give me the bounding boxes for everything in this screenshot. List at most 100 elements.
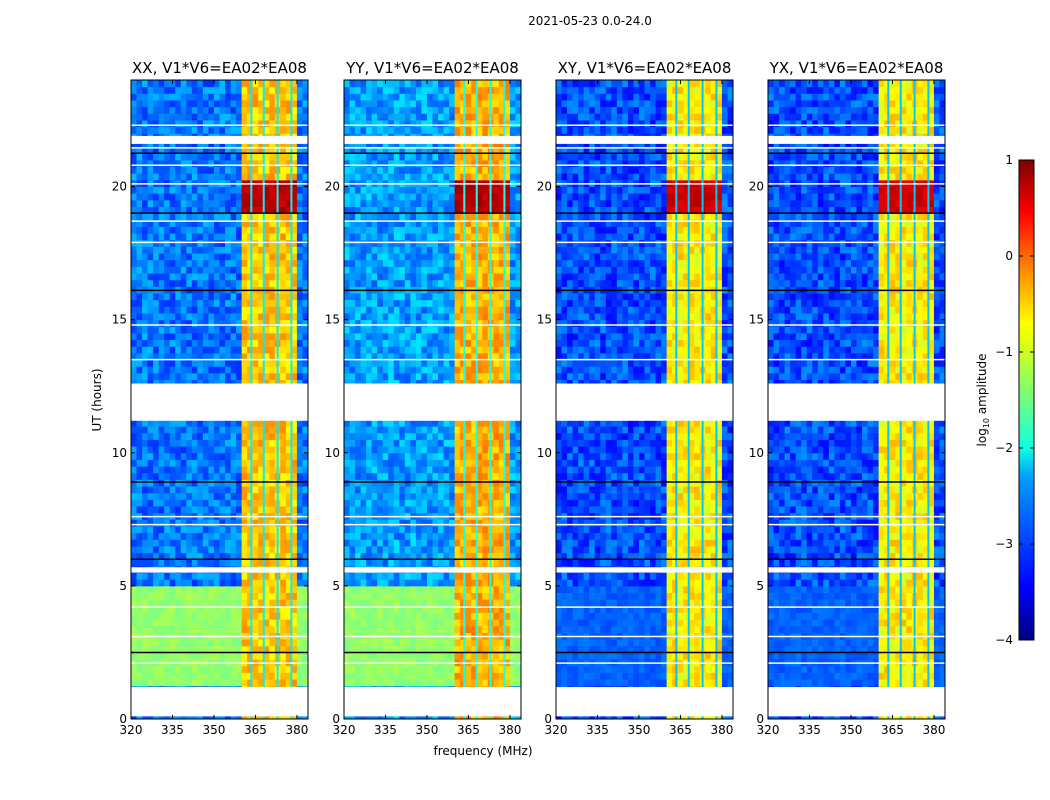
heatmap-cell bbox=[454, 432, 461, 440]
heatmap-cell bbox=[482, 492, 489, 500]
heatmap-cell bbox=[460, 539, 467, 547]
heatmap-cell bbox=[208, 173, 215, 181]
heatmap-cell bbox=[219, 446, 226, 454]
heatmap-cell bbox=[355, 466, 362, 474]
heatmap-cell bbox=[482, 486, 489, 494]
heatmap-cell bbox=[432, 479, 439, 487]
heatmap-cell bbox=[180, 452, 187, 460]
heatmap-cell bbox=[236, 159, 243, 168]
heatmap-cell bbox=[164, 506, 171, 514]
heatmap-cell bbox=[213, 679, 220, 687]
heatmap-cell bbox=[153, 359, 160, 367]
y-tick-label: 5 bbox=[119, 579, 127, 593]
heatmap-cell bbox=[180, 446, 187, 454]
heatmap-cell bbox=[208, 652, 215, 660]
heatmap-cell bbox=[269, 519, 276, 527]
heatmap-cell bbox=[186, 672, 193, 680]
heatmap-cell bbox=[493, 639, 500, 647]
heatmap-cell bbox=[213, 279, 220, 287]
heatmap-cell bbox=[465, 519, 472, 527]
heatmap-cell bbox=[153, 279, 160, 287]
heatmap-cell bbox=[213, 239, 220, 247]
heatmap-cell bbox=[515, 466, 522, 474]
heatmap-cell bbox=[169, 499, 176, 507]
heatmap-cell bbox=[247, 146, 254, 154]
heatmap-cell bbox=[371, 592, 378, 600]
heatmap-cell bbox=[197, 186, 204, 194]
heatmap-cell bbox=[449, 592, 456, 600]
heatmap-cell bbox=[131, 579, 138, 587]
heatmap-cell bbox=[302, 645, 309, 653]
heatmap-cell bbox=[136, 306, 143, 314]
heatmap-cell bbox=[443, 639, 450, 647]
heatmap-cell bbox=[136, 645, 143, 653]
heatmap-cell bbox=[230, 253, 237, 261]
heatmap-cell bbox=[241, 173, 248, 181]
heatmap-cell bbox=[202, 539, 209, 547]
heatmap-cell bbox=[377, 559, 384, 567]
heatmap-cell bbox=[344, 379, 351, 387]
heatmap-cell bbox=[258, 273, 265, 281]
heatmap-cell bbox=[213, 246, 220, 254]
heatmap-cell bbox=[263, 80, 270, 88]
heatmap-cell bbox=[438, 559, 445, 567]
heatmap-cell bbox=[410, 492, 417, 500]
heatmap-cell bbox=[415, 419, 422, 427]
heatmap-cell bbox=[147, 219, 154, 227]
heatmap-cell bbox=[285, 605, 292, 613]
heatmap-cell bbox=[219, 226, 226, 234]
heatmap-cell bbox=[175, 119, 182, 128]
heatmap-cell bbox=[241, 459, 248, 467]
heatmap-cell bbox=[404, 599, 411, 607]
heatmap-cell bbox=[291, 213, 298, 221]
heatmap-cell bbox=[410, 592, 417, 600]
heatmap-cell bbox=[438, 419, 445, 427]
heatmap-cell bbox=[180, 352, 187, 361]
heatmap-cell bbox=[197, 552, 204, 560]
heatmap-cell bbox=[213, 226, 220, 234]
heatmap-cell bbox=[252, 279, 259, 287]
heatmap-cell bbox=[258, 532, 265, 540]
heatmap-cell bbox=[377, 592, 384, 600]
heatmap-cell bbox=[258, 459, 265, 467]
heatmap-cell bbox=[131, 312, 138, 321]
heatmap-cell bbox=[471, 625, 478, 633]
heatmap-cell bbox=[460, 346, 467, 354]
heatmap-cell bbox=[236, 199, 243, 207]
heatmap-cell bbox=[382, 432, 389, 440]
heatmap-cell bbox=[280, 506, 287, 514]
heatmap-cell bbox=[263, 86, 270, 94]
heatmap-cell bbox=[191, 359, 198, 367]
heatmap-cell bbox=[236, 599, 243, 607]
heatmap-cell bbox=[291, 492, 298, 500]
heatmap-cell bbox=[426, 559, 433, 567]
heatmap-cell bbox=[366, 579, 373, 587]
heatmap-cell bbox=[186, 545, 193, 554]
heatmap-cell bbox=[131, 153, 138, 161]
heatmap-cell bbox=[175, 532, 182, 540]
heatmap-cell bbox=[371, 559, 378, 567]
heatmap-cell bbox=[344, 625, 351, 633]
heatmap-cell bbox=[258, 579, 265, 587]
heatmap-cell bbox=[230, 499, 237, 507]
heatmap-cell bbox=[147, 213, 154, 221]
heatmap-cell bbox=[344, 432, 351, 440]
heatmap-cell bbox=[393, 359, 400, 367]
heatmap-cell bbox=[415, 452, 422, 460]
heatmap-cell bbox=[202, 366, 209, 374]
heatmap-cell bbox=[493, 379, 500, 387]
heatmap-cell bbox=[213, 213, 220, 221]
heatmap-cell bbox=[476, 492, 483, 500]
heatmap-cell bbox=[164, 106, 171, 114]
heatmap-cell bbox=[230, 539, 237, 547]
heatmap-cell bbox=[175, 332, 182, 341]
heatmap-cell bbox=[136, 273, 143, 281]
heatmap-cell bbox=[504, 605, 511, 613]
heatmap-cell bbox=[153, 226, 160, 234]
heatmap-cell bbox=[197, 312, 204, 321]
heatmap-cell bbox=[131, 639, 138, 647]
heatmap-cell bbox=[291, 259, 298, 267]
heatmap-cell bbox=[399, 466, 406, 474]
heatmap-cell bbox=[191, 306, 198, 314]
heatmap-cell bbox=[291, 559, 298, 567]
